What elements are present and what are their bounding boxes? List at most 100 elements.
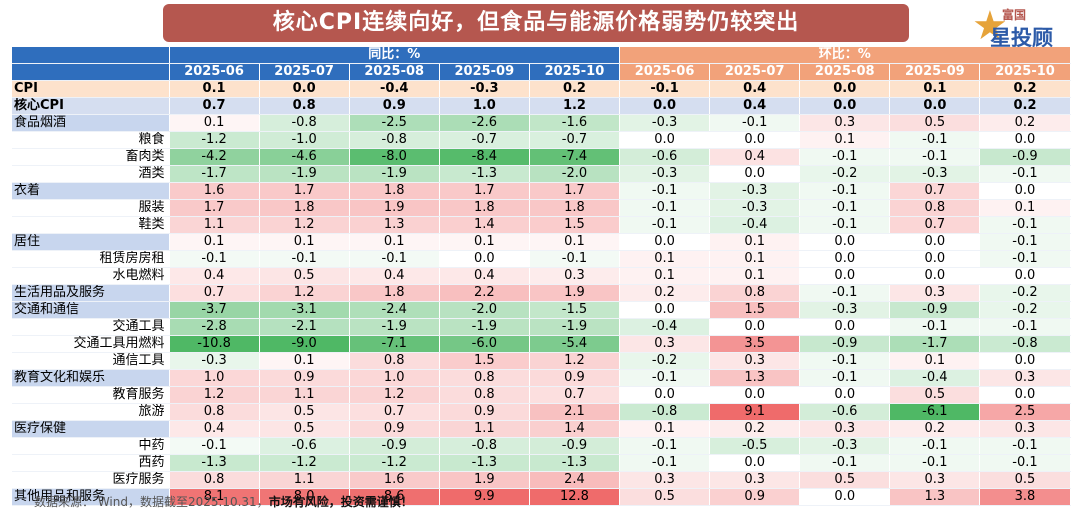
value-cell-yoy: 1.5 bbox=[439, 352, 530, 370]
logo-bottom-text: 星投顾 bbox=[990, 26, 1053, 50]
value-cell-yoy: 0.8 bbox=[169, 471, 260, 489]
value-cell-yoy: -1.3 bbox=[439, 165, 530, 183]
row-label: 酒类 bbox=[12, 165, 170, 183]
row-label: 通信工具 bbox=[12, 352, 170, 370]
value-cell-mom: -0.1 bbox=[979, 250, 1071, 268]
footer-source: 数据来源： Wind，数据截至2025.10.31， bbox=[34, 495, 269, 509]
value-cell-yoy: -10.8 bbox=[169, 335, 260, 353]
value-cell-mom: 0.0 bbox=[979, 131, 1071, 149]
row-label: 食品烟酒 bbox=[12, 114, 170, 132]
value-cell-mom: -0.1 bbox=[709, 114, 801, 132]
value-cell-yoy: 0.8 bbox=[349, 352, 440, 370]
value-cell-mom: -0.1 bbox=[619, 369, 711, 387]
row-label: 医疗保健 bbox=[12, 420, 170, 438]
value-cell-mom: 0.5 bbox=[799, 471, 891, 489]
row-label: 居住 bbox=[12, 233, 170, 251]
column-header-mom-2025-06: 2025-06 bbox=[619, 63, 711, 81]
value-cell-yoy: 1.2 bbox=[529, 97, 621, 115]
row-label: 服装 bbox=[12, 199, 170, 217]
value-cell-mom: -0.3 bbox=[709, 199, 801, 217]
page-title: 核心CPI连续向好，但食品与能源价格弱势仍较突出 bbox=[163, 4, 909, 42]
value-cell-yoy: 1.2 bbox=[259, 216, 350, 234]
value-cell-mom: 0.3 bbox=[709, 352, 801, 370]
value-cell-yoy: -1.2 bbox=[259, 454, 350, 472]
value-cell-yoy: 1.7 bbox=[259, 182, 350, 200]
value-cell-yoy: -0.8 bbox=[439, 437, 530, 455]
table-row: 生活用品及服务 0.7 1.2 1.8 2.2 1.9 0.2 0.8 -0.1 0.3 -0.2 bbox=[12, 284, 1071, 302]
value-cell-yoy: 0.1 bbox=[169, 80, 260, 98]
value-cell-yoy: 0.2 bbox=[529, 80, 621, 98]
value-cell-mom: -0.1 bbox=[979, 165, 1071, 183]
value-cell-yoy: -0.1 bbox=[169, 250, 260, 268]
value-cell-mom: 0.7 bbox=[889, 182, 981, 200]
value-cell-mom: -0.2 bbox=[619, 352, 711, 370]
value-cell-yoy: 0.5 bbox=[259, 267, 350, 285]
value-cell-mom: 0.0 bbox=[979, 352, 1071, 370]
value-cell-mom: 0.0 bbox=[799, 267, 891, 285]
value-cell-mom: -0.1 bbox=[619, 454, 711, 472]
value-cell-yoy: -0.8 bbox=[259, 114, 350, 132]
value-cell-yoy: -1.2 bbox=[169, 131, 260, 149]
value-cell-yoy: -0.6 bbox=[259, 437, 350, 455]
value-cell-yoy: -0.1 bbox=[349, 250, 440, 268]
value-cell-yoy: 0.1 bbox=[259, 352, 350, 370]
row-label: CPI bbox=[12, 80, 170, 98]
value-cell-mom: 0.1 bbox=[799, 131, 891, 149]
value-cell-yoy: 1.5 bbox=[529, 216, 621, 234]
value-cell-yoy: 0.4 bbox=[349, 267, 440, 285]
value-cell-mom: 0.0 bbox=[889, 97, 981, 115]
value-cell-yoy: -2.6 bbox=[439, 114, 530, 132]
value-cell-mom: -0.6 bbox=[799, 403, 891, 421]
value-cell-mom: 0.1 bbox=[709, 233, 801, 251]
value-cell-yoy: 0.1 bbox=[439, 233, 530, 251]
row-label: 交通和通信 bbox=[12, 301, 170, 319]
value-cell-yoy: -0.4 bbox=[349, 80, 440, 98]
value-cell-mom: -0.1 bbox=[979, 318, 1071, 336]
value-cell-yoy: 1.7 bbox=[529, 182, 621, 200]
value-cell-mom: 0.8 bbox=[889, 199, 981, 217]
value-cell-yoy: 0.3 bbox=[529, 267, 621, 285]
cpi-table: 同比：% 环比：% 2025-06 2025-07 2025-08 2025-09 20… bbox=[12, 47, 1071, 506]
column-header-mom-2025-09: 2025-09 bbox=[889, 63, 981, 81]
value-cell-yoy: -8.4 bbox=[439, 148, 530, 166]
value-cell-yoy: 1.0 bbox=[349, 369, 440, 387]
value-cell-yoy: 8.0 bbox=[259, 488, 350, 506]
value-cell-yoy: 1.1 bbox=[259, 386, 350, 404]
value-cell-yoy: 1.2 bbox=[529, 352, 621, 370]
value-cell-mom: 0.5 bbox=[619, 488, 711, 506]
value-cell-mom: -0.1 bbox=[979, 454, 1071, 472]
value-cell-yoy: 0.4 bbox=[169, 420, 260, 438]
value-cell-mom: -0.1 bbox=[979, 437, 1071, 455]
value-cell-mom: 9.1 bbox=[709, 403, 801, 421]
value-cell-yoy: 1.7 bbox=[169, 199, 260, 217]
value-cell-yoy: 0.7 bbox=[169, 97, 260, 115]
header-corner-2 bbox=[12, 63, 170, 81]
value-cell-mom: 0.2 bbox=[619, 284, 711, 302]
value-cell-mom: 0.0 bbox=[619, 301, 711, 319]
value-cell-mom: -0.1 bbox=[619, 216, 711, 234]
column-header-mom-2025-10: 2025-10 bbox=[979, 63, 1071, 81]
row-label: 教育服务 bbox=[12, 386, 170, 404]
value-cell-yoy: 0.9 bbox=[439, 403, 530, 421]
value-cell-yoy: -0.9 bbox=[529, 437, 621, 455]
value-cell-yoy: 0.8 bbox=[259, 97, 350, 115]
value-cell-yoy: -7.1 bbox=[349, 335, 440, 353]
value-cell-yoy: 2.4 bbox=[529, 471, 621, 489]
value-cell-yoy: -1.0 bbox=[259, 131, 350, 149]
value-cell-yoy: -2.0 bbox=[529, 165, 621, 183]
value-cell-yoy: 1.3 bbox=[349, 216, 440, 234]
value-cell-mom: 0.5 bbox=[889, 386, 981, 404]
value-cell-mom: 0.3 bbox=[979, 369, 1071, 387]
value-cell-yoy: 1.7 bbox=[439, 182, 530, 200]
value-cell-mom: -0.1 bbox=[619, 80, 711, 98]
value-cell-mom: -0.1 bbox=[979, 233, 1071, 251]
row-label: 教育文化和娱乐 bbox=[12, 369, 170, 387]
value-cell-mom: 0.1 bbox=[619, 267, 711, 285]
value-cell-mom: -0.1 bbox=[799, 216, 891, 234]
value-cell-yoy: 2.1 bbox=[529, 403, 621, 421]
row-label: 旅游 bbox=[12, 403, 170, 421]
value-cell-mom: -0.2 bbox=[979, 284, 1071, 302]
value-cell-mom: -0.1 bbox=[979, 216, 1071, 234]
value-cell-mom: 0.2 bbox=[979, 114, 1071, 132]
value-cell-yoy: -7.4 bbox=[529, 148, 621, 166]
